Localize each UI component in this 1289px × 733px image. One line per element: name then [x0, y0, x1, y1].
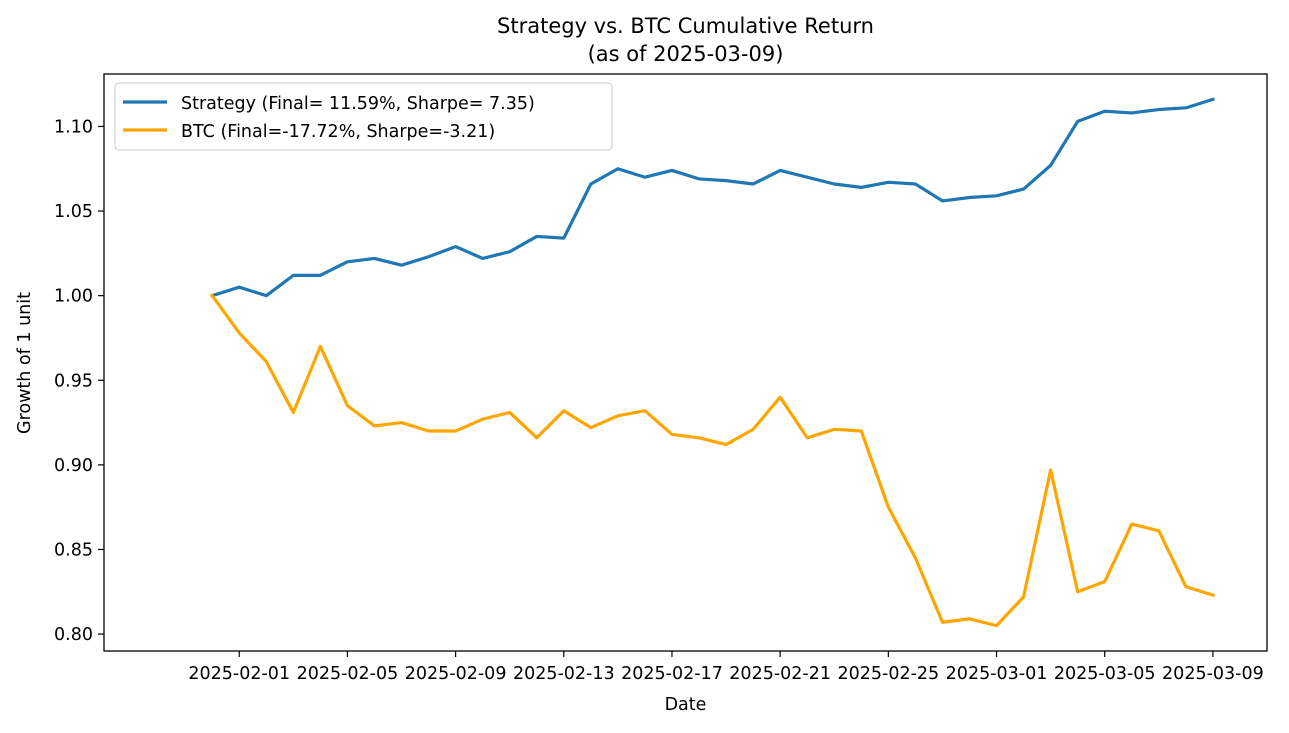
x-tick-label: 2025-02-13: [513, 664, 615, 684]
x-tick-label: 2025-02-09: [405, 664, 507, 684]
y-axis: 0.80 0.85 0.90 0.95 1.00 1.05 1.10: [54, 117, 104, 645]
y-tick-label: 1.00: [54, 287, 93, 307]
x-axis-label: Date: [665, 695, 707, 715]
series-line-btc: [209, 293, 1215, 628]
x-axis: 2025-02-01 2025-02-05 2025-02-09 2025-02-13…: [188, 651, 1264, 684]
chart-title: Strategy vs. BTC Cumulative Return: [497, 14, 874, 38]
x-tick-label: 2025-03-01: [946, 664, 1048, 684]
plot-area: [103, 73, 1268, 652]
x-tick-label: 2025-02-01: [188, 664, 290, 684]
chart-subtitle: (as of 2025-03-09): [588, 42, 784, 66]
y-tick-label: 1.05: [54, 202, 93, 222]
y-tick-label: 0.90: [54, 456, 93, 476]
legend: Strategy (Final= 11.59%, Sharpe= 7.35) B…: [114, 82, 613, 151]
x-tick-label: 2025-03-09: [1162, 664, 1264, 684]
x-tick-label: 2025-02-17: [621, 664, 723, 684]
plot-frame: [103, 73, 1268, 652]
y-tick-label: 0.80: [54, 625, 93, 645]
y-axis-label: Growth of 1 unit: [15, 292, 35, 434]
series-layer: [209, 97, 1215, 628]
legend-label-strategy: Strategy (Final= 11.59%, Sharpe= 7.35): [181, 94, 535, 114]
legend-box: [114, 82, 613, 151]
x-tick-label: 2025-03-05: [1054, 664, 1156, 684]
series-line-strategy: [210, 97, 1215, 298]
legend-label-btc: BTC (Final=-17.72%, Sharpe=-3.21): [181, 122, 495, 142]
y-tick-label: 0.95: [54, 371, 93, 391]
x-tick-label: 2025-02-25: [837, 664, 939, 684]
x-tick-label: 2025-02-05: [297, 664, 399, 684]
x-tick-label: 2025-02-21: [729, 664, 831, 684]
y-tick-label: 1.10: [54, 117, 93, 137]
y-tick-label: 0.85: [54, 540, 93, 560]
